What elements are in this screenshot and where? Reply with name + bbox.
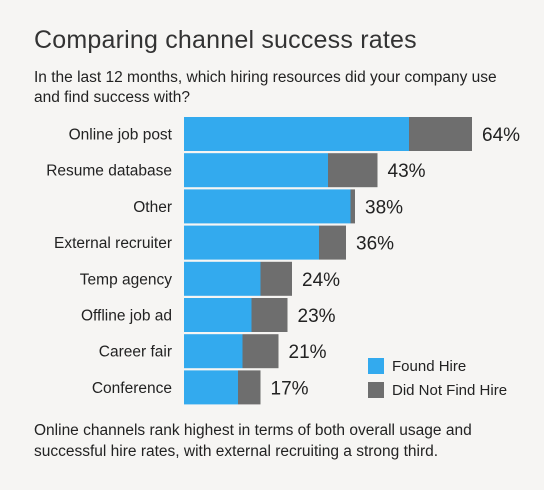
- bar-did-not-find-hire-external-recruiter: [319, 225, 346, 260]
- category-label-offline-job-ad: Offline job ad: [81, 308, 172, 325]
- bar-found-hire-other: [184, 189, 351, 224]
- bar-did-not-find-hire-resume-database: [328, 153, 378, 188]
- bar-found-hire-resume-database: [184, 153, 328, 188]
- data-label-other: 38%: [365, 197, 403, 218]
- bars-group: Online job post 64% Resume database 43% Othe…: [46, 117, 520, 405]
- bar-did-not-find-hire-offline-job-ad: [251, 298, 288, 332]
- category-label-other: Other: [133, 199, 172, 216]
- data-label-conference: 17%: [271, 378, 309, 399]
- category-label-career-fair: Career fair: [99, 344, 172, 361]
- category-label-resume-database: Resume database: [46, 163, 172, 180]
- data-label-online-job-post: 64%: [482, 125, 520, 146]
- bar-did-not-find-hire-other: [350, 189, 355, 224]
- data-label-offline-job-ad: 23%: [298, 306, 336, 327]
- bar-did-not-find-hire-career-fair: [242, 334, 279, 369]
- legend-item-found-hire: Found Hire: [368, 355, 507, 377]
- chart-legend: Found Hire Did Not Find Hire: [368, 355, 507, 403]
- bar-found-hire-career-fair: [184, 334, 243, 369]
- category-label-temp-agency: Temp agency: [80, 271, 172, 288]
- legend-item-did-not-find-hire: Did Not Find Hire: [368, 379, 507, 401]
- bar-found-hire-external-recruiter: [184, 225, 319, 260]
- bar-chart: Online job post 64% Resume database 43% Othe…: [46, 117, 520, 405]
- bar-found-hire-temp-agency: [184, 261, 261, 296]
- legend-swatch-found-hire: [368, 358, 384, 374]
- data-label-career-fair: 21%: [289, 342, 327, 363]
- data-label-resume-database: 43%: [388, 161, 426, 182]
- data-label-external-recruiter: 36%: [356, 234, 394, 255]
- legend-label-did-not-find-hire: Did Not Find Hire: [392, 381, 508, 399]
- data-label-temp-agency: 24%: [302, 270, 340, 291]
- chart-subtitle: In the last 12 months, which hiring reso…: [34, 69, 497, 106]
- bar-found-hire-conference: [184, 370, 238, 405]
- category-label-online-job-post: Online job post: [69, 127, 173, 144]
- bar-found-hire-online-job-post: [184, 117, 409, 151]
- legend-swatch-did-not-find-hire: [368, 382, 384, 398]
- legend-label-found-hire: Found Hire: [392, 357, 467, 375]
- bar-did-not-find-hire-online-job-post: [409, 117, 472, 151]
- category-label-external-recruiter: External recruiter: [54, 235, 172, 252]
- bar-did-not-find-hire-temp-agency: [260, 261, 292, 296]
- bar-did-not-find-hire-conference: [238, 370, 261, 405]
- bar-found-hire-offline-job-ad: [184, 298, 252, 332]
- chart-title: Comparing channel success rates: [34, 26, 417, 54]
- chart-footnote: Online channels rank highest in terms of…: [34, 422, 472, 460]
- category-label-conference: Conference: [92, 380, 172, 397]
